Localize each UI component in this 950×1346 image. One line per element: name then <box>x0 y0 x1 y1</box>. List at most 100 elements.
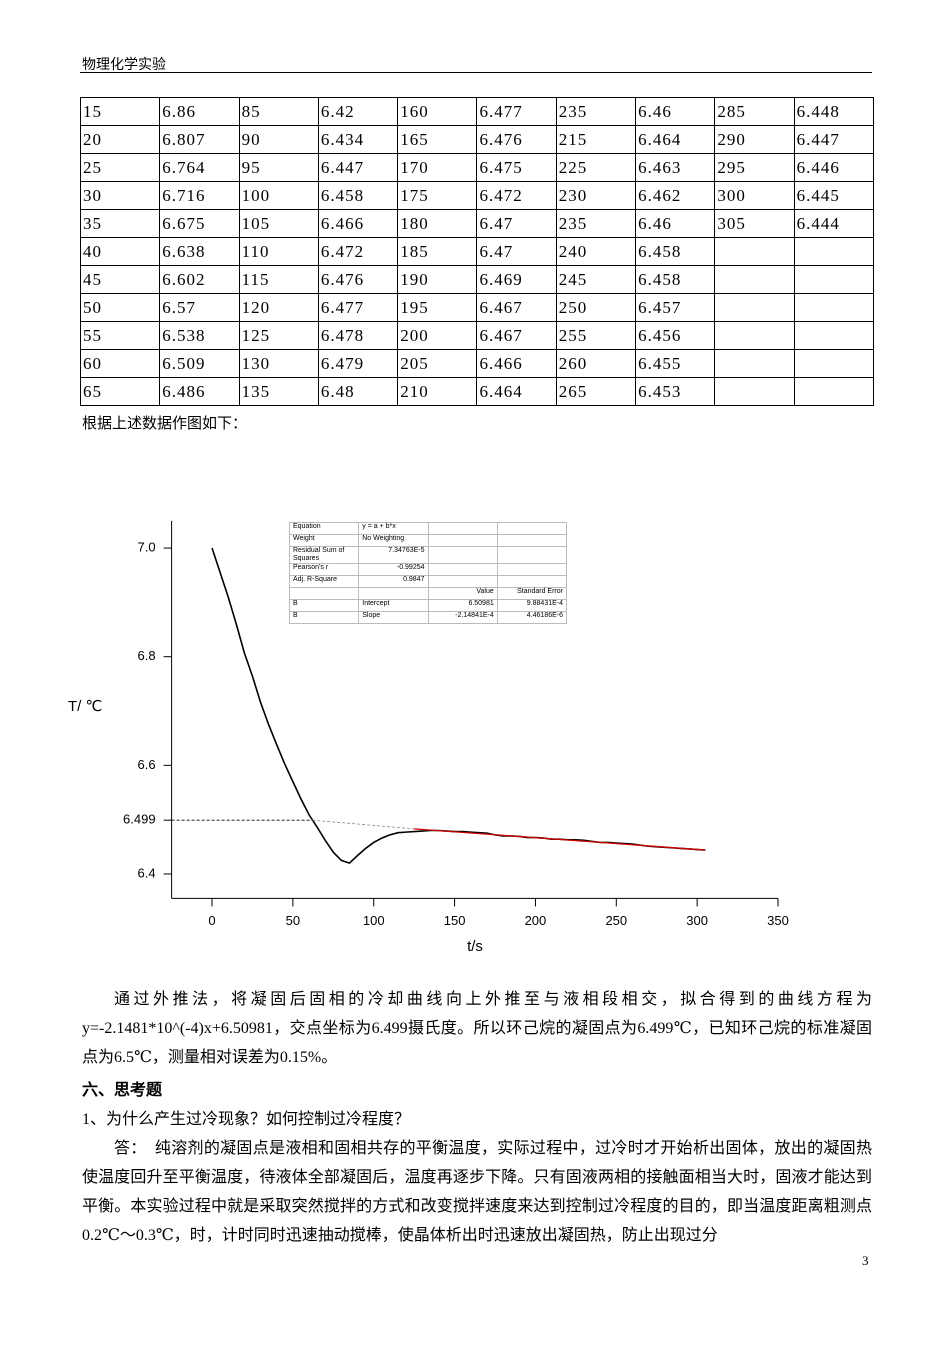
table-cell: 170 <box>397 153 478 182</box>
table-row: 55 6.538 125 6.478 200 6.467 255 6.456 <box>79 321 875 350</box>
table-cell: 260 <box>555 349 637 378</box>
table-cell: 6.469 <box>476 265 557 294</box>
fit-cell: B <box>288 599 360 612</box>
fit-cell: Pearson's r <box>288 563 360 576</box>
table-cell: 6.445 <box>793 181 875 210</box>
fit-row: Pearson's r -0.99254 <box>288 563 568 576</box>
table-row: 25 6.764 95 6.447 170 6.475 225 6.463 295 6.446 <box>79 153 875 182</box>
y-tick-label: 7.0 <box>138 539 156 554</box>
table-cell <box>714 377 795 406</box>
x-tick-label: 0 <box>208 913 215 928</box>
table-cell: 190 <box>397 265 478 294</box>
table-row: 20 6.807 90 6.434 165 6.476 215 6.464 290 6.447 <box>79 125 875 154</box>
table-row: 15 6.86 85 6.42 160 6.477 235 6.46 285 6.448 <box>79 97 875 126</box>
table-row: 30 6.716 100 6.458 175 6.472 230 6.462 300 6.445 <box>79 181 875 210</box>
table-cell: 215 <box>555 125 637 154</box>
table-cell: 6.638 <box>159 237 240 266</box>
fit-cell: Weight <box>288 534 360 547</box>
fit-cell <box>427 563 498 576</box>
table-row: 50 6.57 120 6.477 195 6.467 250 6.457 <box>79 293 875 322</box>
fit-row: B Intercept 6.50981 9.88431E-4 <box>288 599 568 612</box>
table-cell: 305 <box>714 209 795 238</box>
table-cell: 35 <box>79 209 161 238</box>
table-cell: 6.457 <box>635 293 716 322</box>
table-cell: 6.463 <box>635 153 716 182</box>
table-cell: 30 <box>79 181 161 210</box>
fit-cell: Value <box>427 587 498 600</box>
table-row: 45 6.602 115 6.476 190 6.469 245 6.458 <box>79 265 875 294</box>
table-row: 35 6.675 105 6.466 180 6.47 235 6.46 305 6.444 <box>79 209 875 238</box>
x-tick-label: 350 <box>767 913 789 928</box>
question: 1、为什么产生过冷现象？如何控制过冷程度？ <box>82 1111 411 1128</box>
table-cell: 180 <box>397 209 478 238</box>
fit-cell: Slope <box>358 611 429 624</box>
table-cell: 160 <box>397 97 478 126</box>
answer: 答： 纯溶剂的凝固点是液相和固相共存的平衡温度，实际过程中，过冷时才开始析出固体… <box>82 1140 872 1244</box>
table-cell: 6.477 <box>317 293 399 322</box>
table-cell: 55 <box>79 321 161 350</box>
table-cell: 6.464 <box>476 377 557 406</box>
fit-cell: y = a + b*x <box>358 522 429 535</box>
fit-cell <box>288 587 360 600</box>
table-cell: 205 <box>397 349 478 378</box>
table-cell <box>793 349 875 378</box>
table-cell: 6.476 <box>317 265 399 294</box>
table-cell: 6.716 <box>159 181 240 210</box>
table-cell: 195 <box>397 293 478 322</box>
table-cell: 6.448 <box>793 97 875 126</box>
table-cell: 6.57 <box>159 293 240 322</box>
table-cell: 165 <box>397 125 478 154</box>
fit-cell: 4.46186E-6 <box>496 611 568 624</box>
table-cell <box>714 293 795 322</box>
table-cell: 105 <box>238 209 319 238</box>
table-cell: 290 <box>714 125 795 154</box>
chart: 6.4 6.499 6.6 6.8 7.0 0 50 100 150 200 250 300 350 T/… <box>68 520 789 955</box>
fit-cell <box>427 522 498 535</box>
fit-cell: 6.50981 <box>427 599 498 612</box>
table-cell: 6.475 <box>476 153 557 182</box>
table-cell <box>793 237 875 266</box>
table-cell: 6.478 <box>317 321 399 350</box>
fit-row: Value Standard Error <box>288 587 568 600</box>
table-cell: 6.447 <box>793 125 875 154</box>
table-cell: 6.477 <box>476 97 557 126</box>
table-cell: 20 <box>79 125 161 154</box>
table-cell: 185 <box>397 237 478 266</box>
fit-row: Residual Sum of Squares 7.34763E-5 <box>288 546 568 564</box>
fit-cell: -2.14841E-4 <box>427 611 498 624</box>
fit-cell: 7.34763E-5 <box>358 546 429 564</box>
fit-cell: 0.9847 <box>358 575 429 588</box>
table-row: 40 6.638 110 6.472 185 6.47 240 6.458 <box>79 237 875 266</box>
x-tick-label: 200 <box>525 913 547 928</box>
table-cell: 200 <box>397 321 478 350</box>
x-axis-label: t/s <box>467 938 483 955</box>
table-cell: 15 <box>79 97 161 126</box>
table-cell: 6.458 <box>317 181 399 210</box>
table-cell <box>714 265 795 294</box>
fit-cell <box>496 534 568 547</box>
fit-cell <box>496 546 568 564</box>
table-cell: 6.675 <box>159 209 240 238</box>
table-cell: 110 <box>238 237 319 266</box>
table-cell: 65 <box>79 377 161 406</box>
table-cell: 235 <box>555 97 637 126</box>
table-cell: 40 <box>79 237 161 266</box>
body-text: 通过外推法，将凝固后固相的冷却曲线向上外推至与液相段相交，拟合得到的曲线方程为y… <box>82 985 872 1250</box>
fit-cell: B <box>288 611 360 624</box>
table-cell: 6.458 <box>635 265 716 294</box>
table-cell: 250 <box>555 293 637 322</box>
fit-cell <box>358 587 429 600</box>
table-cell: 6.47 <box>476 237 557 266</box>
fit-cell: -0.99254 <box>358 563 429 576</box>
fit-row: B Slope -2.14841E-4 4.46186E-6 <box>288 611 568 624</box>
fit-cell: Residual Sum of Squares <box>288 546 360 564</box>
caption: 根据上述数据作图如下： <box>82 416 248 432</box>
table-cell: 90 <box>238 125 319 154</box>
x-tick-label: 300 <box>686 913 708 928</box>
table-cell: 6.466 <box>317 209 399 238</box>
data-table: 15 6.86 85 6.42 160 6.477 235 6.46 285 6.448 20 6.8… <box>79 97 875 406</box>
fit-cell: Standard Error <box>496 587 568 600</box>
table-cell: 6.447 <box>317 153 399 182</box>
table-cell: 6.509 <box>159 349 240 378</box>
fit-row: Weight No Weighting <box>288 534 568 547</box>
